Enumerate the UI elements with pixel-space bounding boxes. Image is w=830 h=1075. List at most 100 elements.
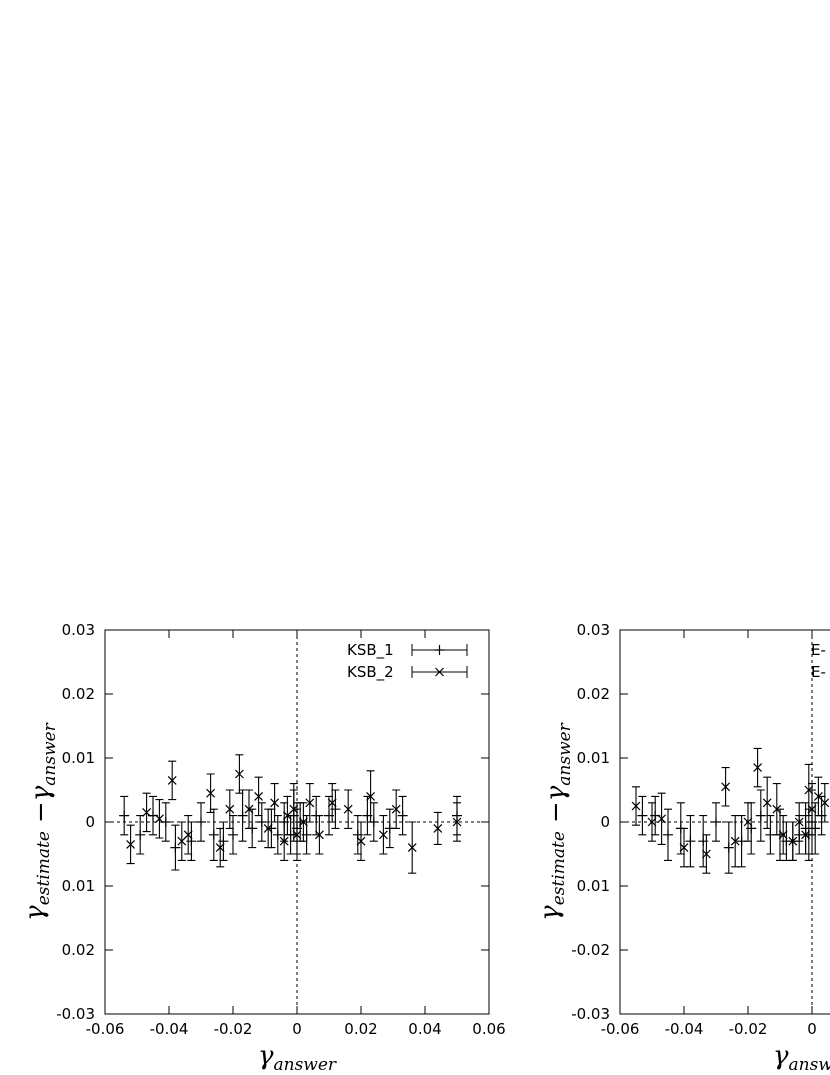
point-marker [343,804,353,814]
point-marker [685,836,696,847]
point-marker [663,829,673,840]
point-marker [434,645,445,655]
legend-label: E- [811,641,826,659]
math-symbol: γ [535,905,565,921]
x-tick-label: -0.06 [86,1020,125,1038]
y-tick-label: 0.01 [62,877,95,895]
y-tick-label: -0.02 [571,941,610,959]
point-marker [244,804,254,814]
point-marker [256,817,267,827]
point-marker [637,810,648,821]
point-marker [366,791,376,801]
y-tick-label: 0.01 [62,749,95,767]
math-operator: − [26,801,56,823]
x-tick-label: 0.02 [344,1020,377,1038]
point-marker [142,807,152,817]
point-marker [772,804,782,814]
x-tick-label: 0.04 [408,1020,441,1038]
point-marker [762,798,772,808]
math-subscript: answer [40,722,60,785]
point-marker [119,810,130,821]
point-marker [225,804,235,814]
point-marker [701,849,711,859]
point-marker [679,843,689,853]
point-marker [743,817,753,827]
point-marker [314,830,324,840]
point-marker [215,843,225,853]
panel: 0.03 0.02 0.01 0 0.01 0.02 -0.03-0.06 -0.04 -0.0… [20,621,506,1075]
point-marker [647,817,657,827]
legend-label: E- [811,663,826,681]
point-marker [170,842,181,853]
y-tick-label: -0.03 [571,1005,610,1023]
point-marker [721,782,731,792]
math-subscript: estimate [34,831,54,905]
y-tick-label: 0.01 [577,877,610,895]
math-subscript: answer [789,1055,830,1075]
point-marker [270,798,280,808]
y-axis-label: γestimate−γanswer [535,722,575,921]
math-operator: − [541,801,571,823]
point-marker [135,829,146,840]
point-marker [657,814,667,824]
x-axis-label: γanswer [773,1041,830,1075]
point-marker [723,842,734,853]
y-tick-label: 0.02 [577,685,610,703]
point-marker [788,836,798,846]
point-marker [778,830,788,840]
y-tick-label: 0.03 [577,621,610,639]
math-subscript: estimate [549,831,569,905]
point-marker [279,836,289,846]
y-tick-label: 0.01 [577,749,610,767]
x-tick-label: -0.02 [214,1020,253,1038]
point-marker [433,823,443,833]
point-marker [254,791,264,801]
point-marker [753,763,763,773]
point-marker [228,829,238,840]
legend-label: KSB_2 [347,663,394,682]
point-marker [755,810,766,821]
point-marker [196,817,206,827]
point-marker [154,814,164,824]
panel: 0.03 0.02 0.01 0 0.01 -0.02 -0.03-0.06 -0.04 -0.… [535,621,830,1075]
point-marker [807,804,817,814]
point-marker [237,810,248,821]
math-subscript: answer [274,1055,337,1075]
x-tick-label: -0.02 [729,1020,768,1038]
y-axis-label: γestimate−γanswer [20,722,60,921]
math-symbol: γ [541,785,571,801]
x-tick-label: 0 [292,1020,302,1038]
legend-label: KSB_1 [347,641,394,660]
point-marker [234,769,244,779]
x-tick-label: 0.06 [472,1020,505,1038]
math-symbol: γ [258,1041,274,1071]
math-subscript: answer [555,722,575,785]
point-marker [378,830,388,840]
math-symbol: γ [773,1041,789,1071]
point-marker [452,817,462,827]
point-marker [272,829,283,840]
point-marker [298,817,308,827]
y-tick-label: 0.03 [62,621,95,639]
point-marker [407,843,417,853]
point-marker [397,810,408,821]
x-tick-label: -0.04 [150,1020,189,1038]
y-tick-label: 0.02 [62,941,95,959]
y-tick-label: 0 [600,813,610,831]
point-marker [356,836,366,846]
math-symbol: γ [20,905,50,921]
point-marker [126,839,136,849]
y-tick-label: 0 [85,813,95,831]
y-tick-label: 0.02 [62,685,95,703]
math-symbol: γ [26,785,56,801]
point-marker [391,804,401,814]
point-marker [801,830,811,840]
point-marker [631,801,641,811]
point-marker [305,798,315,808]
point-marker [292,830,302,840]
point-marker [435,667,444,677]
point-marker [167,775,177,785]
point-marker [711,817,721,827]
